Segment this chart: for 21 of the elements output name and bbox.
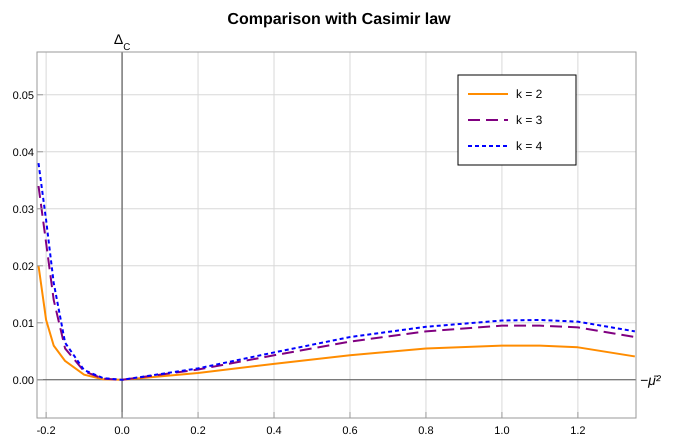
x-tick-label: 0.4 (266, 425, 282, 437)
y-tick-label: 0.04 (12, 146, 34, 159)
y-tick-label: 0.02 (12, 260, 34, 273)
y-axis-title: Δ$_{C}$ (114, 31, 130, 52)
y-tick-label: 0.00 (12, 374, 34, 387)
chart-title: Comparison with Casimir law (227, 11, 452, 28)
x-tick-label: -0.2 (36, 425, 56, 437)
y-tick-label: 0.03 (12, 204, 34, 216)
x-tick-label: 1.0 (494, 425, 510, 437)
legend-label: k = 3 (516, 113, 543, 127)
legend-label: k = 4 (516, 139, 543, 153)
legend-label: k = 2 (516, 87, 543, 101)
x-tick-label: 0.6 (342, 425, 358, 437)
x-tick-label: 0.8 (418, 425, 434, 437)
x-tick-label: 0.0 (114, 425, 130, 437)
y-tick-label: 0.05 (12, 90, 34, 102)
y-tick-label: 0.01 (12, 318, 34, 330)
line-series (38, 264, 636, 381)
x-axis-title: −μ̄² (640, 372, 662, 388)
x-tick-label: 0.2 (190, 425, 206, 437)
x-tick-label: 1.2 (570, 425, 586, 437)
